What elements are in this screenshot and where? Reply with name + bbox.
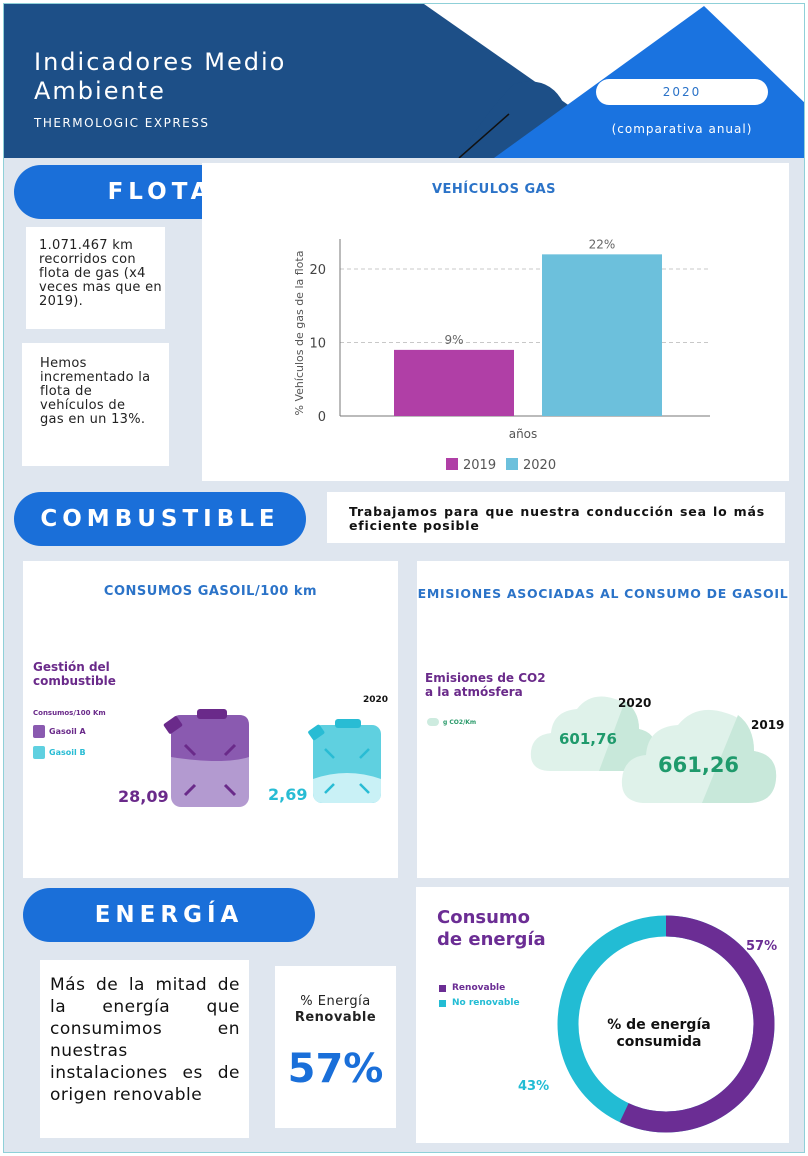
- energy-donut-card: Consumo de energía Renovable No renovabl…: [416, 887, 789, 1143]
- energy-donut-chart: [557, 915, 775, 1133]
- bar-2020: [542, 254, 662, 416]
- emisiones-2020-year: 2020: [618, 696, 652, 710]
- gasoil-b-value: 2,69: [268, 785, 308, 804]
- kpi-label-line1: % Energía: [300, 994, 371, 1009]
- section-pill-combustible: COMBUSTIBLE: [14, 492, 306, 546]
- jerrycan-b-icon: [33, 746, 45, 759]
- consumos-year: 2020: [363, 695, 389, 705]
- donut-center-line1: % de energía: [607, 1017, 711, 1033]
- emisiones-legend-label: g CO2/Km: [443, 718, 477, 726]
- x-axis-label: años: [509, 427, 538, 441]
- donut-label-renovable: 57%: [746, 939, 778, 954]
- donut-title: Consumo de energía: [437, 907, 546, 951]
- emisiones-heading-line1: Emisiones de CO2: [425, 671, 546, 685]
- header-banner: Indicadores Medio Ambiente THERMOLOGIC E…: [4, 4, 804, 158]
- header-title-line1: Indicadores Medio: [34, 48, 287, 76]
- energia-text: Más de la mitad de la energía que consum…: [50, 975, 240, 1105]
- cloud-2020-icon: [530, 696, 656, 771]
- emisiones-2019-value: 661,26: [658, 753, 740, 777]
- bar-data-label: 22%: [589, 237, 616, 251]
- consumos-title: CONSUMOS GASOIL/100 km: [103, 584, 318, 599]
- chart-title: VEHÍCULOS GAS: [431, 182, 557, 197]
- kpi-label-line2: Renovable: [294, 1010, 377, 1025]
- legend-label-2020: 2020: [523, 458, 556, 473]
- combustible-statement-card: Trabajamos para que nuestra conducción s…: [327, 492, 785, 543]
- legend-renovable: Renovable: [439, 983, 505, 993]
- consumos-legend-title: Consumos/100 Km: [33, 709, 106, 717]
- consumos-heading-line1: Gestión del: [33, 660, 110, 674]
- flota-note-km-text: 1.071.467 km recorridos con flota de gas…: [39, 238, 162, 309]
- donut-title-line1: Consumo: [437, 907, 531, 928]
- legend-gasoil-b: Gasoil B: [33, 746, 86, 759]
- legend-renovable-swatch: [439, 984, 446, 992]
- legend-no-renovable-swatch: [439, 999, 446, 1007]
- year-note: (comparativa anual): [611, 122, 753, 136]
- consumos-heading: Gestión del combustible: [33, 660, 116, 688]
- emisiones-2020-value: 601,76: [559, 730, 617, 748]
- jerrycan-gasoil-a-icon: [163, 709, 249, 807]
- legend-no-renovable: No renovable: [439, 998, 520, 1008]
- jerrycan-gasoil-b-icon: [308, 719, 381, 803]
- flota-note-growth: Hemos incrementado la flota de vehículos…: [22, 343, 169, 466]
- legend-gasoil-a-label: Gasoil A: [49, 727, 86, 736]
- emisiones-title: EMISIONES ASOCIADAS AL CONSUMO DE GASOIL: [417, 586, 789, 601]
- legend-label-2019: 2019: [463, 458, 496, 473]
- cloud-legend-icon: [427, 718, 439, 726]
- donut-center-label: % de energía consumida: [584, 1017, 734, 1051]
- energia-kpi-card: % Energía Renovable 57%: [275, 966, 396, 1128]
- flota-note-km: 1.071.467 km recorridos con flota de gas…: [26, 227, 165, 329]
- y-tick-label: 0: [318, 410, 326, 425]
- gasoil-a-value: 28,09: [118, 787, 169, 806]
- emisiones-heading: Emisiones de CO2 a la atmósfera: [425, 671, 546, 699]
- legend-gasoil-b-label: Gasoil B: [49, 748, 86, 757]
- bar-data-label: 9%: [444, 333, 463, 347]
- y-axis-label: % Vehículos de gas de la flota: [293, 251, 306, 416]
- kpi-value: 57%: [287, 1046, 384, 1092]
- legend-renovable-label: Renovable: [452, 983, 506, 993]
- legend-swatch-2019: [446, 458, 458, 470]
- consumos-card: CONSUMOS GASOIL/100 km Gestión del combu…: [23, 561, 398, 878]
- legend-swatch-2020: [506, 458, 518, 470]
- emisiones-heading-line2: a la atmósfera: [425, 685, 523, 699]
- year-badge: 2020: [596, 79, 768, 105]
- header-title-line2: Ambiente: [34, 77, 166, 105]
- emisiones-legend: g CO2/Km: [427, 718, 476, 726]
- legend-no-renovable-label: No renovable: [452, 998, 520, 1008]
- header-subtitle: THERMOLOGIC EXPRESS: [34, 116, 210, 130]
- vehicle-gas-chart-card: VEHÍCULOS GAS 0 10 20 9% 22% años % Vehículos …: [202, 163, 789, 481]
- y-tick-label: 20: [309, 263, 326, 278]
- donut-center-line2: consumida: [616, 1034, 702, 1050]
- donut-title-line2: de energía: [437, 929, 546, 950]
- emisiones-card: EMISIONES ASOCIADAS AL CONSUMO DE GASOIL…: [417, 561, 789, 878]
- infographic-page: Indicadores Medio Ambiente THERMOLOGIC E…: [3, 3, 805, 1153]
- donut-slice-renovable: [557, 915, 775, 1133]
- donut-label-no-renovable: 43%: [518, 1079, 550, 1094]
- cloud-2019-icon: [621, 709, 777, 803]
- flota-note-growth-text: Hemos incrementado la flota de vehículos…: [40, 356, 151, 427]
- section-pill-energia: ENERGÍA: [23, 888, 315, 942]
- legend-gasoil-a: Gasoil A: [33, 725, 86, 738]
- emisiones-2019-year: 2019: [751, 718, 785, 732]
- combustible-statement: Trabajamos para que nuestra conducción s…: [349, 504, 765, 533]
- vehicle-gas-bar-chart: 0 10 20 9% 22% años % Vehículos de gas de la f…: [293, 237, 710, 473]
- y-tick-label: 10: [309, 337, 326, 352]
- energia-text-card: Más de la mitad de la energía que consum…: [40, 960, 249, 1138]
- bar-2019: [394, 349, 514, 416]
- header-title: Indicadores Medio Ambiente: [34, 48, 286, 106]
- consumos-heading-line2: combustible: [33, 674, 116, 688]
- jerrycan-a-icon: [33, 725, 45, 738]
